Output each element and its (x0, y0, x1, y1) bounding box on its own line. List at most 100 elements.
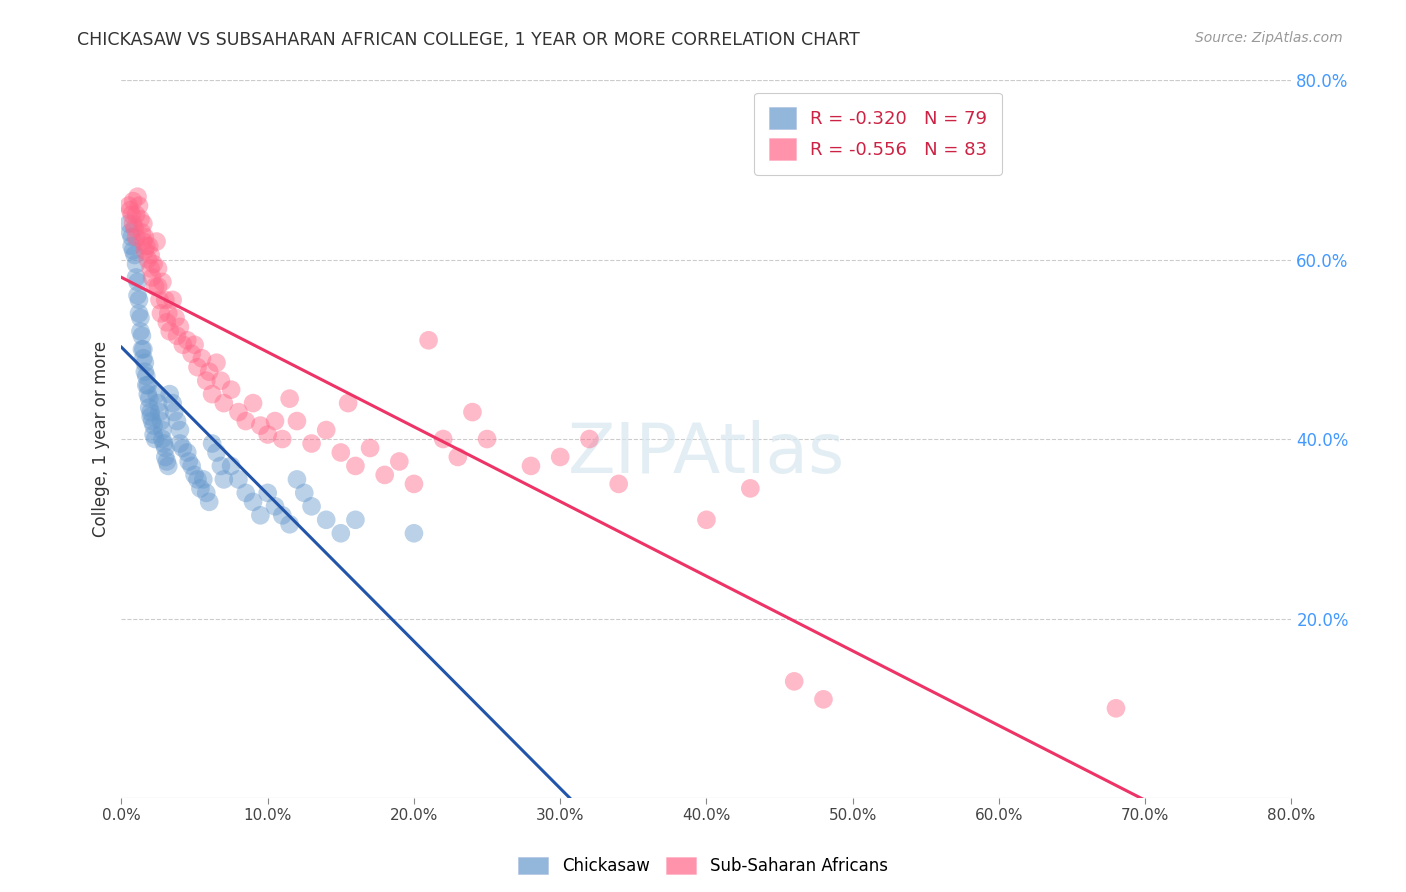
Point (191, 351, 214, 366)
Point (142, 257, 165, 271)
Point (141, 270, 163, 285)
Point (143, 279, 166, 293)
Point (120, 226, 142, 240)
Point (142, 427, 165, 442)
Point (150, 423, 173, 437)
Point (131, 226, 153, 240)
Point (155, 450, 177, 464)
Point (344, 513, 367, 527)
Point (121, 239, 143, 253)
Point (190, 482, 212, 496)
Point (125, 257, 148, 271)
Point (129, 324, 152, 338)
Point (205, 445, 228, 459)
Point (166, 414, 188, 428)
Point (212, 396, 235, 410)
Point (136, 378, 159, 392)
Point (186, 360, 208, 375)
Point (146, 396, 169, 410)
Point (402, 476, 425, 491)
Point (176, 445, 198, 459)
Point (124, 221, 146, 235)
Point (149, 306, 172, 320)
Point (128, 306, 150, 320)
Point (134, 230, 156, 244)
Point (329, 526, 352, 541)
Point (127, 275, 149, 289)
Point (157, 458, 180, 473)
Point (128, 199, 150, 213)
Point (155, 293, 177, 307)
Point (256, 427, 278, 442)
Point (153, 436, 176, 450)
Point (148, 293, 170, 307)
Point (219, 383, 242, 397)
Point (135, 239, 157, 253)
Point (180, 458, 202, 473)
Point (125, 208, 148, 222)
Point (219, 458, 242, 473)
Point (165, 310, 187, 325)
Point (166, 328, 188, 343)
Point (432, 432, 454, 446)
Point (143, 432, 166, 446)
Point (695, 513, 717, 527)
Point (201, 387, 224, 401)
Point (198, 495, 221, 509)
Point (475, 432, 498, 446)
Point (132, 217, 155, 231)
Point (145, 235, 167, 249)
Point (548, 450, 571, 464)
Point (578, 432, 600, 446)
Point (138, 401, 160, 415)
Point (292, 486, 315, 500)
Point (162, 293, 184, 307)
Point (329, 445, 352, 459)
Point (169, 423, 191, 437)
Point (150, 275, 173, 289)
Point (145, 387, 167, 401)
Point (235, 414, 257, 428)
Point (228, 405, 250, 419)
Point (195, 374, 218, 388)
Point (740, 482, 762, 496)
Point (134, 244, 156, 258)
Point (118, 217, 141, 231)
Point (128, 293, 150, 307)
Point (264, 414, 287, 428)
Point (520, 458, 543, 473)
Point (169, 319, 191, 334)
Point (122, 217, 145, 231)
Point (162, 396, 184, 410)
Point (118, 199, 141, 213)
Point (235, 486, 257, 500)
Point (132, 235, 155, 249)
Point (344, 458, 367, 473)
Point (285, 414, 308, 428)
Point (125, 270, 148, 285)
Point (136, 252, 159, 267)
Point (156, 454, 179, 468)
Point (146, 261, 169, 276)
Point (139, 261, 162, 276)
Point (141, 414, 163, 428)
Point (135, 369, 157, 384)
Point (195, 486, 218, 500)
Point (159, 387, 181, 401)
Point (271, 508, 294, 523)
Point (131, 343, 153, 357)
Point (138, 392, 160, 406)
Point (402, 526, 425, 541)
Point (242, 396, 264, 410)
Point (163, 405, 186, 419)
Point (159, 324, 181, 338)
Point (146, 279, 169, 293)
Point (134, 356, 156, 370)
Text: CHICKASAW VS SUBSAHARAN AFRICAN COLLEGE, 1 YEAR OR MORE CORRELATION CHART: CHICKASAW VS SUBSAHARAN AFRICAN COLLEGE,… (77, 31, 860, 49)
Point (783, 674, 806, 689)
Point (148, 405, 170, 419)
Point (813, 692, 835, 706)
Point (136, 387, 159, 401)
Point (418, 333, 440, 347)
Point (209, 374, 232, 388)
